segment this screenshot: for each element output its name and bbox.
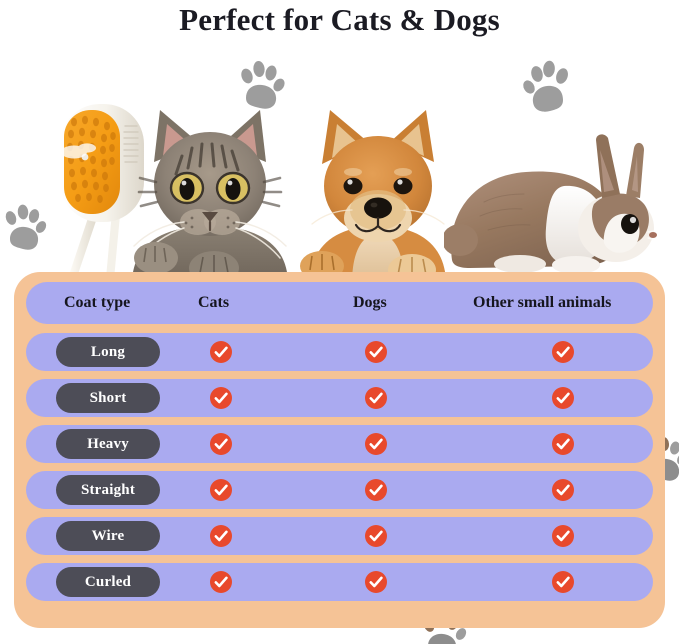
table-row: Straight <box>26 471 653 509</box>
steam-pet-brush-image <box>54 100 164 290</box>
check-icon <box>365 525 387 547</box>
column-header-other-small-animals: Other small animals <box>473 294 612 311</box>
check-icon <box>552 387 574 409</box>
table-row: Wire <box>26 517 653 555</box>
dog-photo-image <box>296 98 458 289</box>
rabbit-photo-image <box>442 132 673 282</box>
check-icon <box>552 341 574 363</box>
page-title: Perfect for Cats & Dogs <box>179 2 500 37</box>
coat-type-pill: Short <box>56 383 160 413</box>
column-header-cats: Cats <box>198 294 230 311</box>
check-icon <box>210 571 232 593</box>
column-header-dogs: Dogs <box>353 294 387 311</box>
cat-photo-image <box>126 96 294 289</box>
check-icon <box>210 387 232 409</box>
coat-type-pill: Straight <box>56 475 160 505</box>
check-icon <box>552 433 574 455</box>
check-icon <box>210 525 232 547</box>
check-icon <box>210 341 232 363</box>
check-icon <box>365 387 387 409</box>
check-icon <box>365 479 387 501</box>
table-row: Curled <box>26 563 653 601</box>
check-icon <box>552 479 574 501</box>
paw-print-top-center-icon <box>236 60 286 112</box>
check-icon <box>210 433 232 455</box>
paw-print-top-right-icon <box>518 58 574 116</box>
paw-print-left-icon <box>2 203 48 253</box>
coat-type-pill: Heavy <box>56 429 160 459</box>
coat-type-pill: Curled <box>56 567 160 597</box>
coat-type-pill: Wire <box>56 521 160 551</box>
check-icon <box>365 433 387 455</box>
check-icon <box>210 479 232 501</box>
table-row: Heavy <box>26 425 653 463</box>
check-icon <box>365 341 387 363</box>
check-icon <box>552 571 574 593</box>
table-header-row: Coat type Cats Dogs Other small animals <box>26 282 653 324</box>
check-icon <box>365 571 387 593</box>
table-row: Short <box>26 379 653 417</box>
column-header-coat-type: Coat type <box>64 294 131 311</box>
check-icon <box>552 525 574 547</box>
table-row: Long <box>26 333 653 371</box>
compatibility-table: Coat type Cats Dogs Other small animals … <box>14 272 665 628</box>
coat-type-pill: Long <box>56 337 160 367</box>
